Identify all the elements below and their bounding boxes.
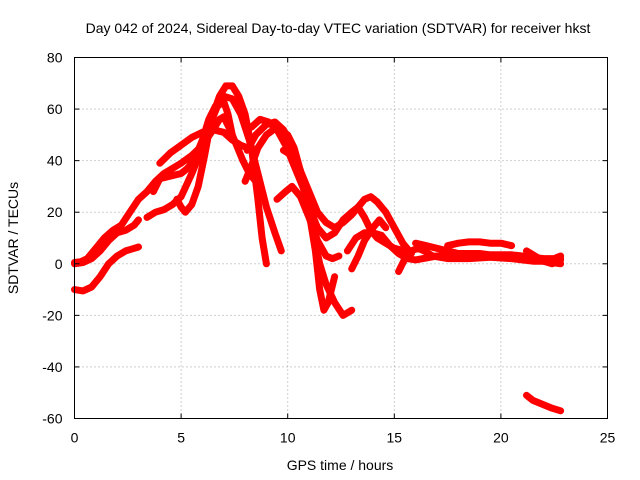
series-track-14 [348,216,390,273]
y-tick-label: 40 [47,153,63,169]
series-track-11 [279,146,415,257]
y-tick-label: 0 [55,256,63,272]
x-tick-label: 5 [177,430,185,446]
y-tick-label: -40 [42,359,62,375]
y-tick-label: -60 [42,411,62,427]
x-tick-label: 25 [600,430,616,446]
x-axis-label: GPS time / hours [287,457,394,473]
y-tick-label: -20 [42,307,62,323]
y-tick-labels: -60 -40 -20 0 20 40 60 80 [42,50,62,427]
chart-title: Day 042 of 2024, Sidereal Day-to-day VTE… [86,20,591,36]
axis-ticks [74,57,608,419]
y-tick-label: 60 [47,101,63,117]
x-tick-label: 20 [493,430,509,446]
series-track-6 [173,97,236,216]
series-track-17 [444,238,516,250]
series-track-3 [71,216,142,268]
x-tick-label: 15 [387,430,403,446]
series-track-15 [395,244,565,275]
series-track-12 [273,182,343,263]
x-tick-label: 0 [71,430,79,446]
y-tick-label: 80 [47,50,63,66]
x-tick-label: 10 [280,430,296,446]
y-axis-label: SDTVAR / TECUs [5,182,21,294]
y-tick-label: 20 [47,204,63,220]
series-track-19 [523,391,565,415]
series-track-18 [523,247,565,268]
plot-frame [74,57,608,419]
data-series [71,82,565,415]
series-track-7 [156,126,251,167]
series-track-2 [71,243,142,295]
x-tick-labels: 0 5 10 15 20 25 [71,430,616,446]
